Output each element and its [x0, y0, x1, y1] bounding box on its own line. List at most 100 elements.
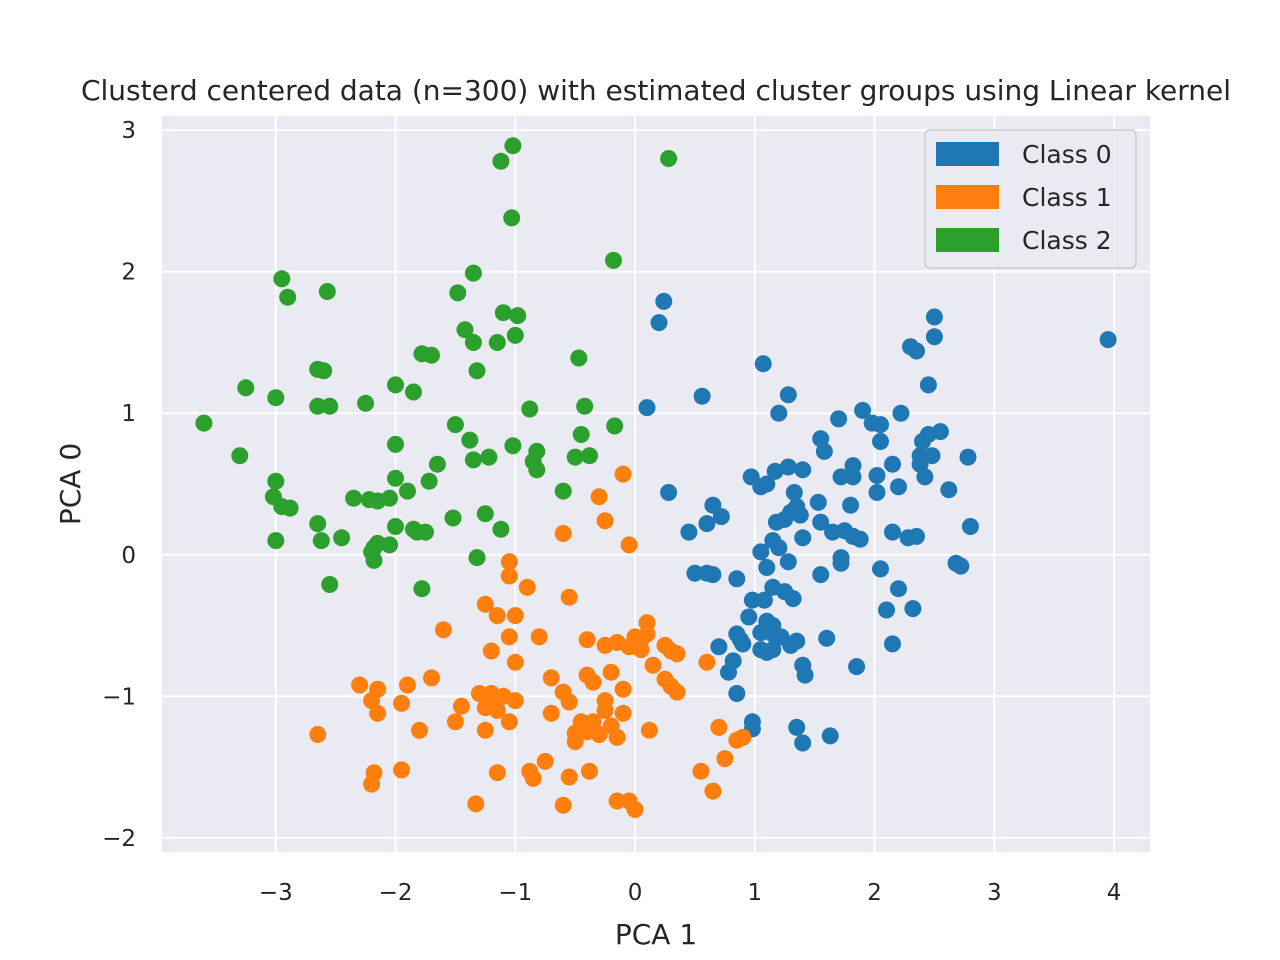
data-point	[536, 752, 554, 770]
data-point	[908, 342, 925, 360]
chart-title: Clusterd centered data (n=300) with esti…	[81, 74, 1231, 107]
data-point	[528, 461, 546, 479]
data-point	[506, 607, 524, 625]
data-point	[500, 713, 518, 731]
data-point	[704, 566, 722, 584]
data-point	[524, 769, 542, 787]
data-point	[279, 288, 297, 306]
data-point	[605, 251, 622, 269]
data-point	[566, 733, 584, 751]
data-point	[872, 416, 889, 434]
data-point	[494, 304, 512, 322]
data-point	[506, 326, 524, 344]
x-tick-label: −1	[498, 880, 532, 906]
data-point	[500, 628, 518, 646]
data-point	[919, 376, 937, 394]
data-point	[602, 663, 620, 681]
data-point	[434, 621, 452, 639]
data-point	[640, 721, 658, 739]
data-points	[195, 137, 1117, 818]
data-point	[504, 437, 522, 455]
data-point	[644, 656, 662, 674]
x-tick-label: 4	[1107, 880, 1122, 906]
y-tick-label: 2	[121, 260, 136, 286]
data-point	[794, 461, 812, 479]
data-point	[506, 653, 524, 671]
data-point	[752, 543, 770, 561]
data-point	[784, 590, 802, 608]
data-point	[854, 401, 872, 419]
data-point	[961, 518, 979, 535]
data-point	[755, 591, 773, 609]
data-point	[312, 532, 330, 550]
data-point	[321, 576, 339, 593]
data-point	[660, 150, 678, 167]
data-point	[655, 292, 673, 310]
data-point	[413, 580, 431, 598]
data-point	[506, 692, 524, 710]
data-point	[842, 496, 860, 514]
data-point	[892, 404, 910, 422]
data-point	[570, 349, 588, 367]
data-point	[779, 553, 797, 571]
data-point	[542, 704, 560, 722]
data-point	[809, 493, 827, 511]
data-point	[381, 489, 398, 507]
data-point	[794, 529, 812, 547]
data-point	[606, 417, 624, 435]
data-point	[399, 482, 416, 500]
data-point	[614, 704, 632, 722]
legend-swatch-class-0	[936, 142, 999, 166]
data-point	[554, 482, 572, 500]
data-point	[931, 423, 949, 441]
data-point	[411, 721, 428, 739]
data-point	[766, 462, 784, 480]
data-point	[566, 448, 584, 466]
data-point	[365, 551, 383, 569]
legend-label-class-2: Class 2	[1022, 226, 1112, 255]
data-point	[387, 376, 404, 394]
data-point	[812, 513, 830, 531]
data-point	[476, 721, 494, 739]
data-point	[399, 676, 416, 694]
data-point	[467, 795, 485, 813]
data-point	[818, 629, 836, 647]
data-point	[387, 435, 404, 453]
data-point	[660, 484, 678, 501]
data-point	[461, 431, 479, 449]
x-tick-labels: −3 −2 −1 0 1 2 3 4	[259, 880, 1122, 906]
data-point	[754, 355, 772, 373]
data-point	[267, 472, 285, 490]
data-point	[273, 270, 291, 288]
data-point	[740, 608, 758, 626]
data-point	[480, 448, 498, 466]
data-point	[405, 383, 422, 401]
data-point	[758, 475, 776, 493]
data-point	[764, 641, 782, 659]
data-point	[796, 666, 814, 684]
y-gridlines	[162, 129, 1150, 839]
data-point	[530, 628, 548, 646]
data-point	[351, 676, 369, 694]
data-point	[668, 683, 686, 701]
data-point	[309, 726, 327, 743]
data-point	[581, 447, 598, 465]
data-point	[195, 414, 213, 432]
data-point	[476, 595, 494, 613]
data-point	[446, 713, 464, 731]
data-point	[812, 566, 830, 584]
data-point	[503, 209, 521, 227]
data-point	[728, 570, 746, 588]
data-point	[321, 397, 339, 415]
data-point	[482, 642, 500, 660]
data-point	[851, 530, 869, 548]
data-point	[381, 536, 398, 554]
data-point	[908, 527, 925, 545]
data-point	[608, 728, 626, 746]
data-point	[452, 697, 470, 715]
data-point	[456, 321, 474, 339]
series-class-1	[309, 465, 752, 818]
data-point	[848, 658, 866, 676]
data-point	[393, 761, 410, 779]
data-point	[464, 264, 482, 282]
